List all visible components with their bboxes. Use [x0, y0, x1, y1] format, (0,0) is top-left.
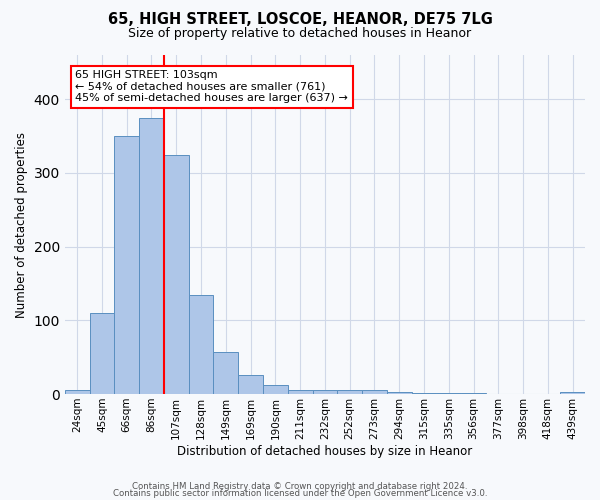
- Bar: [115, 136, 139, 394]
- Bar: [89, 313, 115, 394]
- Text: 65 HIGH STREET: 103sqm
← 54% of detached houses are smaller (761)
45% of semi-de: 65 HIGH STREET: 103sqm ← 54% of detached…: [75, 70, 348, 104]
- Bar: [238, 375, 263, 394]
- Bar: [65, 390, 89, 394]
- X-axis label: Distribution of detached houses by size in Heanor: Distribution of detached houses by size …: [177, 444, 473, 458]
- Bar: [337, 390, 362, 394]
- Bar: [214, 352, 238, 394]
- Text: 65, HIGH STREET, LOSCOE, HEANOR, DE75 7LG: 65, HIGH STREET, LOSCOE, HEANOR, DE75 7L…: [107, 12, 493, 28]
- Text: Size of property relative to detached houses in Heanor: Size of property relative to detached ho…: [128, 28, 472, 40]
- Bar: [387, 392, 412, 394]
- Y-axis label: Number of detached properties: Number of detached properties: [15, 132, 28, 318]
- Bar: [263, 385, 288, 394]
- Bar: [313, 390, 337, 394]
- Bar: [139, 118, 164, 394]
- Text: Contains HM Land Registry data © Crown copyright and database right 2024.: Contains HM Land Registry data © Crown c…: [132, 482, 468, 491]
- Text: Contains public sector information licensed under the Open Government Licence v3: Contains public sector information licen…: [113, 490, 487, 498]
- Bar: [288, 390, 313, 394]
- Bar: [362, 390, 387, 394]
- Bar: [188, 294, 214, 394]
- Bar: [560, 392, 585, 394]
- Bar: [164, 154, 188, 394]
